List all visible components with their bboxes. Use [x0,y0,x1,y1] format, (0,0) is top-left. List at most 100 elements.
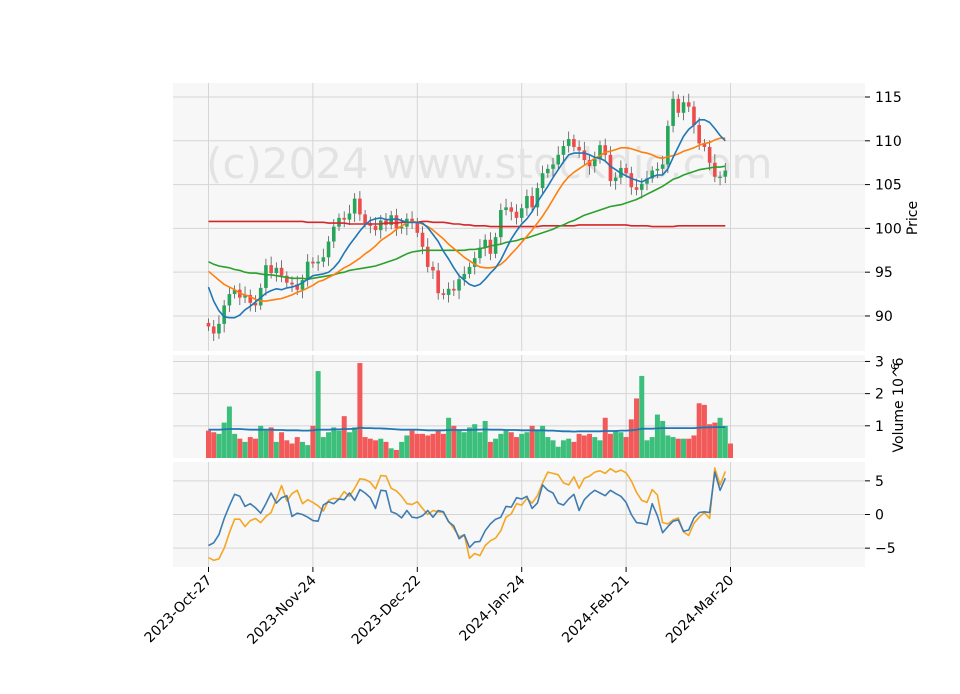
candle-body [472,258,477,267]
candle-body [457,279,461,291]
volume-bar [472,424,478,458]
volume-bar [634,398,640,458]
candle-body [483,239,487,248]
volume-bar [545,437,551,458]
watermark: (c)2024 www.stockdio.com [206,139,772,188]
volume-bar [226,406,232,458]
volume-bar [524,432,530,458]
oscillator-blue-line [208,471,727,549]
candle-body [415,222,420,233]
candle-body [311,261,315,264]
volume-bar [414,433,420,458]
volume-bar [628,419,634,458]
candle-body [666,125,670,165]
volume-bar [211,432,217,458]
candle-body [546,168,550,174]
volume-bar [294,437,300,458]
candle-body [639,183,644,190]
volume-bar [587,433,593,458]
candle-body [394,215,399,229]
candle-body [592,159,597,167]
volume-bar [461,432,467,458]
price-panel-bg [173,83,865,351]
candle-body [378,220,383,231]
candle-body [702,143,707,147]
candle-body [467,266,472,274]
volume-exponent: 6 [889,363,902,370]
ma-long-line [208,220,726,228]
volume-bar [571,441,577,458]
volume-tick-label: 2 [875,387,884,403]
candle-body [264,265,268,288]
candle-body [373,225,378,231]
volume-bar [393,449,399,458]
price-layer [206,91,728,342]
candle-body [551,164,555,169]
volume-bar [513,437,519,458]
candle-body [269,265,273,274]
candle-body [645,178,649,184]
candle-body [519,208,524,218]
volume-bar [670,437,676,458]
volume-bar [263,430,269,458]
candle-body [352,198,357,214]
volume-bar [467,427,472,458]
price-tick-label: 110 [875,134,902,150]
volume-average-line [208,426,726,433]
volume-bar [696,403,702,458]
volume-bar [373,440,379,458]
candle-body [587,160,592,167]
volume-bar [623,437,629,458]
volume-bar [540,425,546,458]
x-tick-label: 2024-Jan-24 [456,572,528,644]
volume-bar [686,438,692,458]
candle-body [514,211,519,218]
candle-body [499,209,503,238]
candle-body [655,168,660,171]
volume-bar [320,437,326,458]
candle-body [279,267,284,276]
volume-bar [555,446,561,458]
x-tick-label: 2023-Nov-24 [244,572,319,647]
candle-body [660,164,665,169]
volume-bar [493,438,499,458]
candle-body [676,98,681,113]
volume-bar [722,425,728,458]
volume-bar [331,427,337,458]
candle-body [211,326,216,334]
candle-body [561,146,566,155]
volume-bar [503,430,509,458]
candle-body [227,294,232,306]
volume-bar [618,432,624,458]
volume-bar [326,432,332,458]
volume-bar [701,404,707,458]
ma-slow-line [208,165,726,281]
candle-body [222,305,226,324]
volume-bar [221,422,227,458]
candle-body [478,247,482,259]
volume-bar [597,440,603,458]
candle-body [410,218,414,223]
candle-body [441,293,446,295]
volume-bar [550,440,556,458]
volume-bar [534,430,540,458]
volume-tick-label: 1 [875,419,884,435]
volume-bar [477,432,483,458]
volume-bar [284,440,290,458]
price-axis-label: Price [905,201,921,235]
volume-bar [498,433,504,458]
oscillator-layer [208,467,727,562]
candle-body [462,273,467,280]
x-tick-label: 2023-Dec-22 [349,573,424,648]
candle-body [671,98,675,126]
ma-mid-line [207,137,726,302]
volume-bar [560,440,566,458]
oscillator-tick-label: −5 [875,541,896,557]
volume-bar [529,425,535,458]
volume-bar [352,427,358,458]
volume-bar [206,430,211,458]
volume-bar [404,435,410,458]
volume-bar [607,433,613,458]
volume-bar [247,437,253,458]
